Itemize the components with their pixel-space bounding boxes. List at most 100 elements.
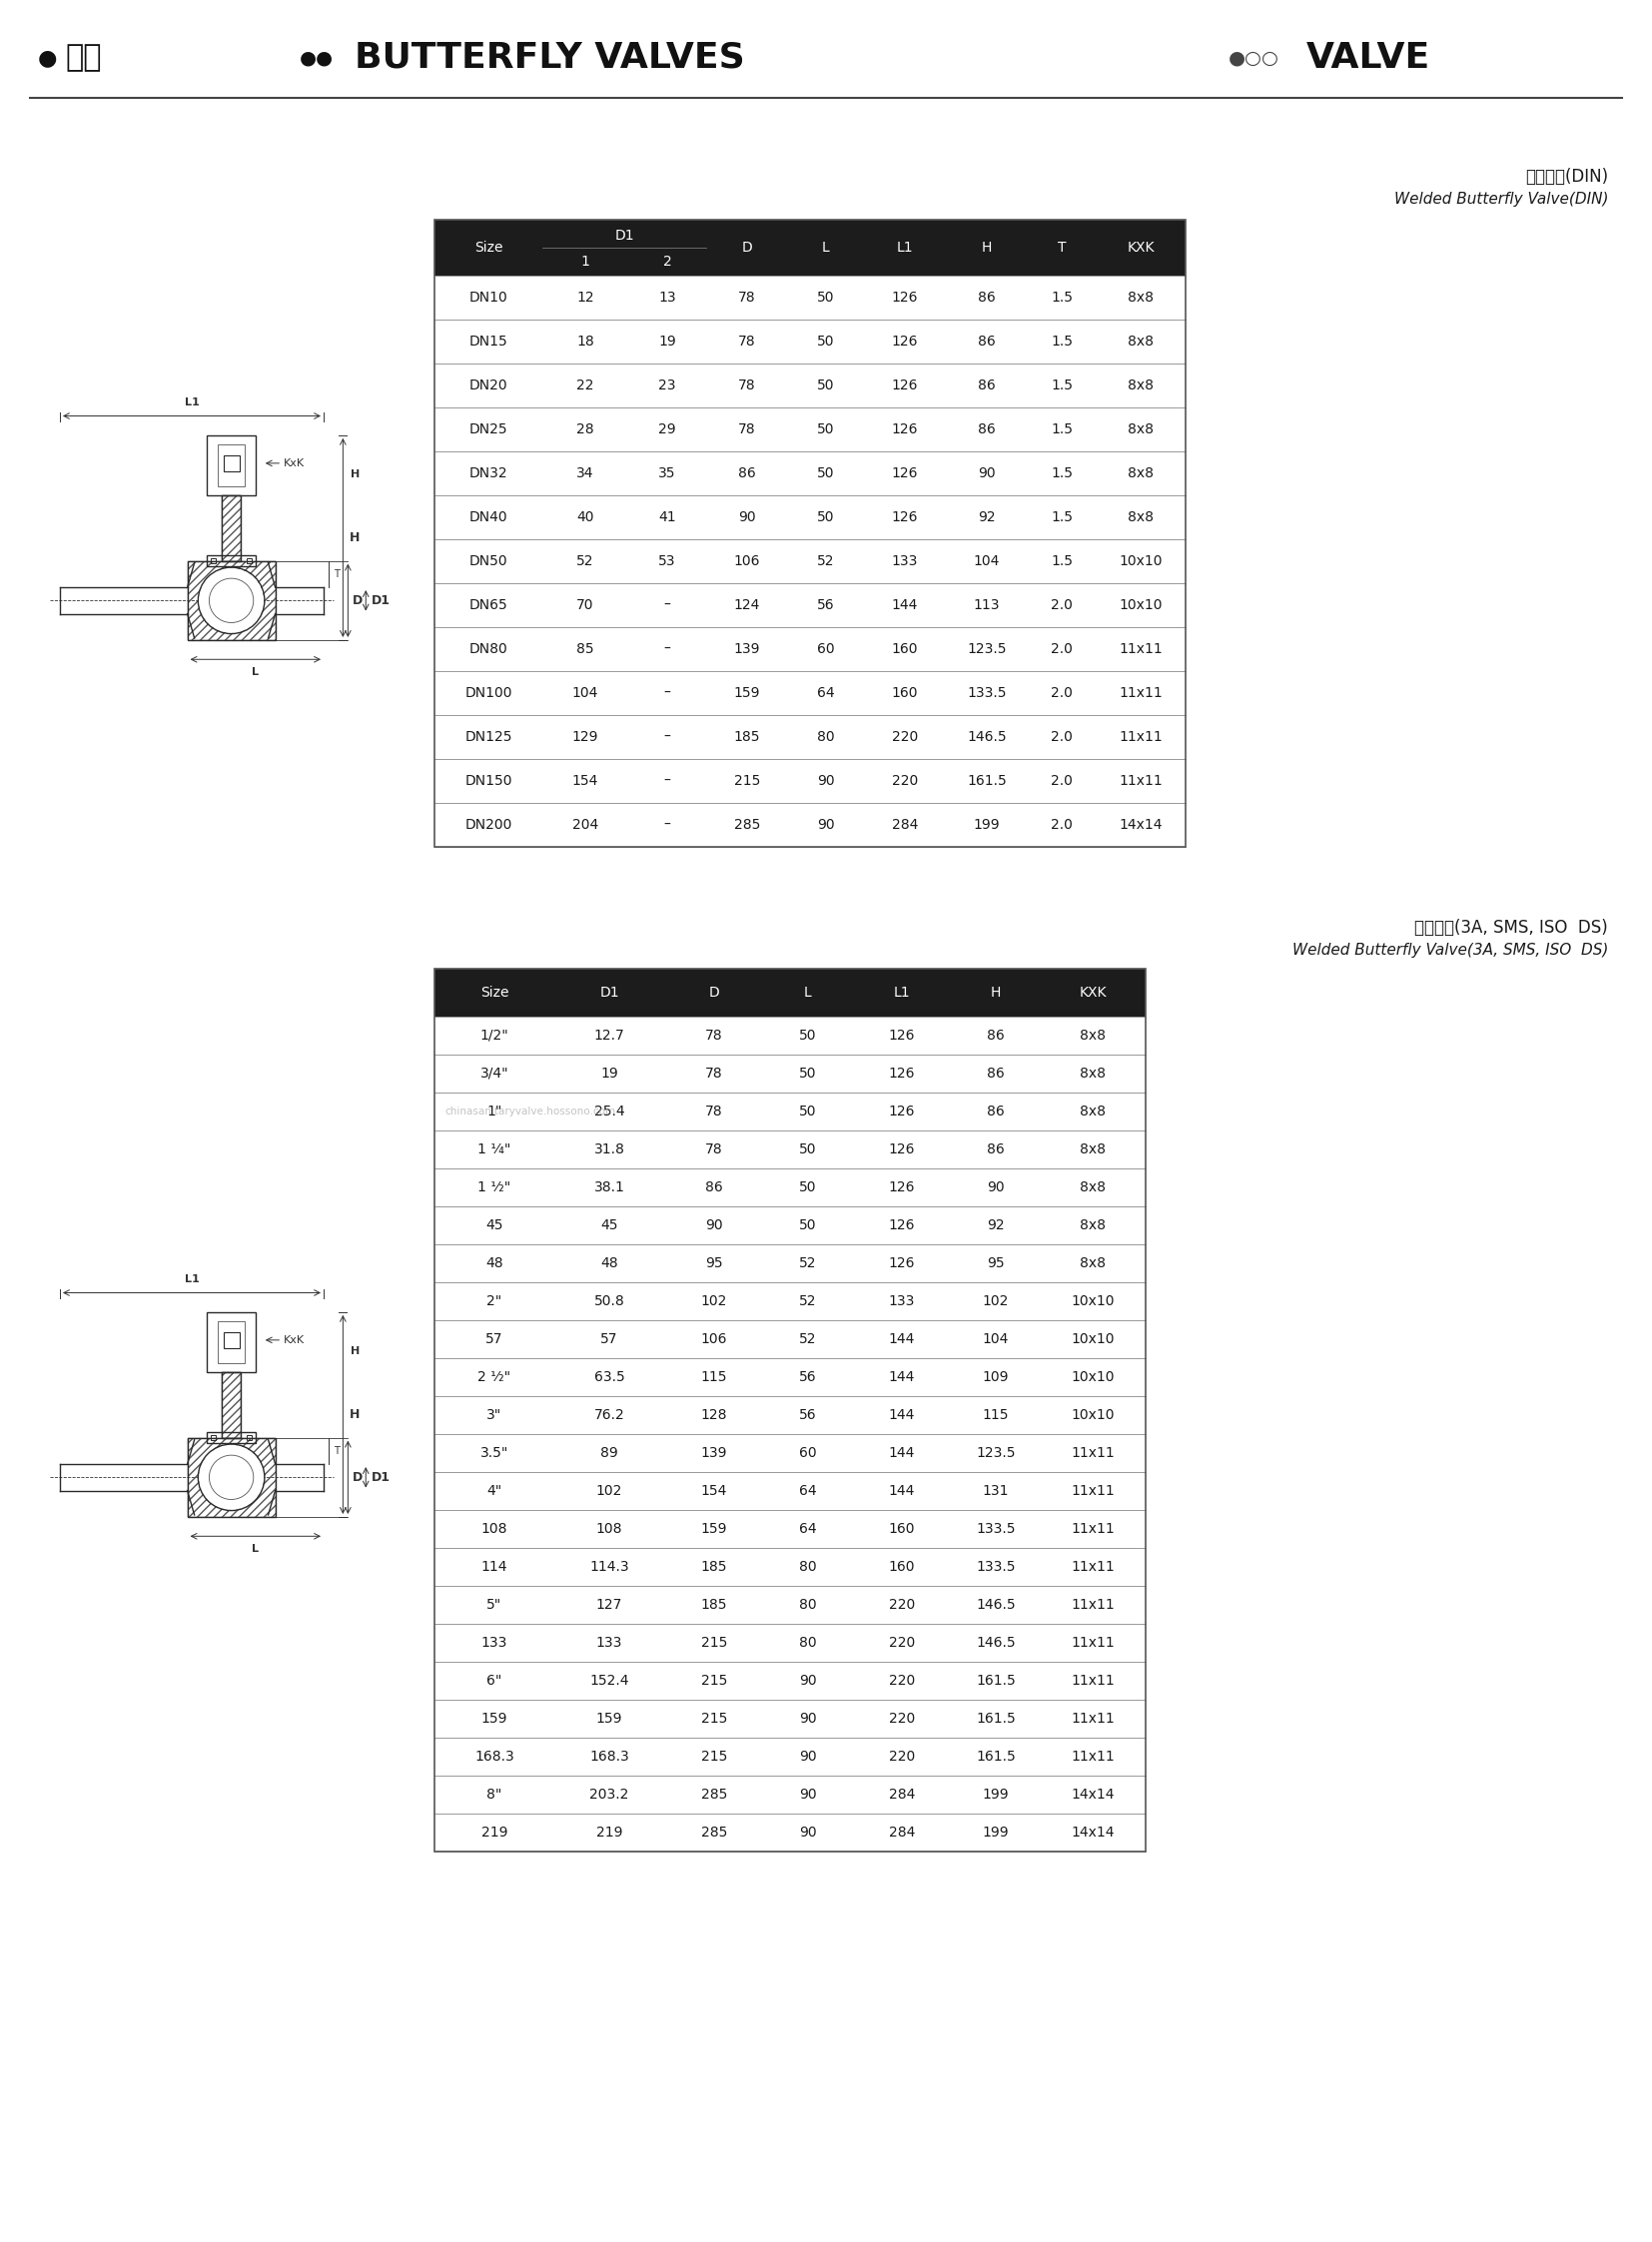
Text: 19: 19 (600, 1067, 618, 1081)
Text: 18: 18 (577, 334, 595, 348)
Bar (221, 1372, 241, 1437)
Bar (211, 558, 216, 563)
Text: 126: 126 (889, 1217, 915, 1233)
Text: 123.5: 123.5 (966, 641, 1006, 657)
Text: 90: 90 (818, 773, 834, 787)
Text: 23: 23 (659, 379, 676, 392)
Text: 144: 144 (889, 1446, 915, 1460)
Text: 57: 57 (601, 1332, 618, 1345)
Text: 8x8: 8x8 (1128, 466, 1153, 480)
Text: 215: 215 (700, 1637, 727, 1650)
Text: 90: 90 (818, 818, 834, 832)
Text: 1.5: 1.5 (1051, 511, 1072, 525)
Text: 10x10: 10x10 (1070, 1408, 1115, 1421)
Text: D1: D1 (600, 986, 620, 1000)
Bar (206, 1433, 256, 1444)
Text: 133: 133 (481, 1637, 507, 1650)
Text: 95: 95 (705, 1256, 724, 1271)
Text: 1.5: 1.5 (1051, 466, 1072, 480)
Text: 86: 86 (978, 421, 996, 437)
Text: 106: 106 (733, 554, 760, 567)
Text: 2: 2 (662, 256, 672, 269)
Text: 160: 160 (889, 1522, 915, 1536)
Text: 1.5: 1.5 (1051, 334, 1072, 348)
Text: DN125: DN125 (464, 731, 512, 744)
Text: 12: 12 (577, 291, 595, 305)
Text: 126: 126 (892, 334, 919, 348)
Text: L: L (253, 668, 259, 677)
Text: 1.5: 1.5 (1051, 291, 1072, 305)
Text: 185: 185 (733, 731, 760, 744)
Text: 52: 52 (800, 1294, 816, 1309)
Text: 215: 215 (700, 1711, 727, 1726)
Text: 86: 86 (978, 379, 996, 392)
Text: 11x11: 11x11 (1118, 641, 1163, 657)
Text: L: L (253, 1545, 259, 1554)
Text: 133: 133 (596, 1637, 623, 1650)
Text: 102: 102 (983, 1294, 1009, 1309)
Text: 80: 80 (818, 731, 834, 744)
Text: 285: 285 (700, 1825, 727, 1838)
Text: H: H (350, 1347, 360, 1356)
Text: 3.5": 3.5" (481, 1446, 509, 1460)
Text: 220: 220 (892, 731, 919, 744)
Text: 133.5: 133.5 (976, 1522, 1016, 1536)
Text: 89: 89 (600, 1446, 618, 1460)
Text: 8x8: 8x8 (1128, 291, 1153, 305)
Text: 50: 50 (800, 1217, 816, 1233)
Text: 159: 159 (596, 1711, 623, 1726)
Text: 215: 215 (700, 1749, 727, 1764)
Text: 126: 126 (892, 291, 919, 305)
Text: DN200: DN200 (464, 818, 512, 832)
Text: 126: 126 (889, 1105, 915, 1119)
Text: 90: 90 (800, 1749, 816, 1764)
Bar (211, 1435, 216, 1439)
Text: 11x11: 11x11 (1070, 1675, 1115, 1688)
Text: 86: 86 (705, 1182, 724, 1195)
Text: 14x14: 14x14 (1070, 1787, 1115, 1803)
Text: 92: 92 (978, 511, 996, 525)
Text: DN100: DN100 (464, 686, 512, 700)
Text: 86: 86 (986, 1067, 1004, 1081)
Text: 86: 86 (986, 1105, 1004, 1119)
Text: 11x11: 11x11 (1118, 686, 1163, 700)
Text: 144: 144 (889, 1332, 915, 1345)
Text: 11x11: 11x11 (1118, 731, 1163, 744)
Text: 8x8: 8x8 (1128, 421, 1153, 437)
Text: 114: 114 (481, 1560, 507, 1574)
Text: 80: 80 (800, 1560, 816, 1574)
Text: 199: 199 (973, 818, 999, 832)
Text: 1 ¹⁄₄": 1 ¹⁄₄" (477, 1143, 510, 1157)
Text: 28: 28 (577, 421, 595, 437)
Text: 2.0: 2.0 (1051, 818, 1072, 832)
Text: 108: 108 (596, 1522, 623, 1536)
Text: 8x8: 8x8 (1128, 334, 1153, 348)
Text: 126: 126 (889, 1067, 915, 1081)
Text: 蝶阀: 蝶阀 (64, 43, 101, 72)
Text: 52: 52 (577, 554, 595, 567)
Text: 53: 53 (659, 554, 676, 567)
Text: 146.5: 146.5 (976, 1637, 1016, 1650)
Text: 56: 56 (800, 1408, 816, 1421)
Text: 3": 3" (487, 1408, 502, 1421)
Text: 8x8: 8x8 (1080, 1029, 1105, 1043)
Text: 126: 126 (892, 511, 919, 525)
Text: 12.7: 12.7 (595, 1029, 624, 1043)
Text: 3/4": 3/4" (481, 1067, 509, 1081)
Text: T: T (334, 569, 340, 578)
Text: 10x10: 10x10 (1070, 1332, 1115, 1345)
Text: 160: 160 (889, 1560, 915, 1574)
Text: H: H (981, 240, 991, 256)
Text: 8": 8" (487, 1787, 502, 1803)
Text: 2.0: 2.0 (1051, 731, 1072, 744)
Text: KXK: KXK (1079, 986, 1107, 1000)
Text: 115: 115 (700, 1370, 727, 1383)
Text: 154: 154 (572, 773, 598, 787)
Text: 4": 4" (487, 1484, 502, 1498)
Text: 95: 95 (986, 1256, 1004, 1271)
Text: 10x10: 10x10 (1118, 554, 1163, 567)
Text: H: H (350, 531, 360, 545)
Text: 6": 6" (487, 1675, 502, 1688)
Text: 126: 126 (889, 1182, 915, 1195)
Text: 60: 60 (818, 641, 834, 657)
